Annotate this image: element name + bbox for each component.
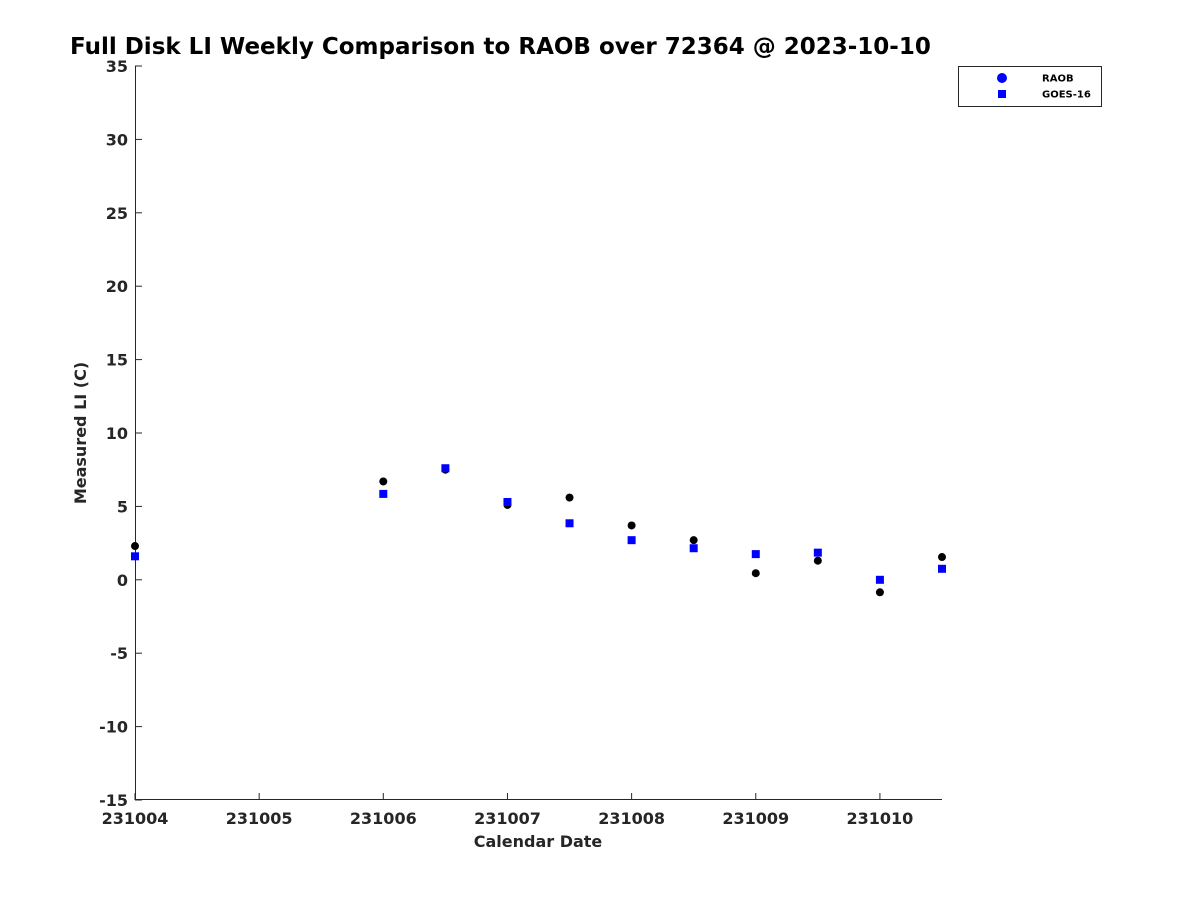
raob-point bbox=[938, 553, 946, 562]
plot-frame bbox=[135, 66, 942, 800]
legend: RAOB GOES-16 bbox=[958, 66, 1102, 107]
x-axis-label: Calendar Date bbox=[474, 832, 603, 851]
x-tick-label: 231010 bbox=[847, 809, 914, 828]
goes16-point bbox=[379, 489, 388, 498]
raob-point bbox=[751, 569, 760, 578]
y-tick-label: -5 bbox=[110, 644, 128, 663]
y-tick-label: -15 bbox=[99, 791, 128, 810]
goes16-point bbox=[503, 497, 512, 506]
x-tick-label: 231005 bbox=[226, 809, 293, 828]
goes16-point bbox=[689, 544, 698, 553]
legend-box bbox=[958, 66, 1102, 107]
legend-goes16-marker bbox=[998, 90, 1006, 98]
raob-point bbox=[565, 493, 574, 502]
y-tick-label: 30 bbox=[106, 130, 128, 149]
legend-goes16-label: GOES-16 bbox=[1042, 90, 1091, 101]
goes16-point bbox=[131, 552, 139, 561]
raob-point bbox=[813, 556, 822, 565]
goes16-point bbox=[441, 464, 450, 473]
y-tick-label: -10 bbox=[99, 718, 128, 737]
raob-point bbox=[875, 588, 884, 597]
goes16-point bbox=[813, 548, 822, 557]
y-tick-label: 25 bbox=[106, 204, 128, 223]
y-tick-label: 15 bbox=[106, 351, 128, 370]
raob-point bbox=[131, 542, 139, 551]
legend-raob-marker bbox=[997, 73, 1007, 83]
legend-raob-label: RAOB bbox=[1042, 74, 1074, 85]
goes16-point bbox=[565, 519, 574, 528]
raob-point bbox=[379, 477, 388, 486]
x-tick-label: 231006 bbox=[350, 809, 417, 828]
x-tick-label: 231004 bbox=[102, 809, 169, 828]
data-points bbox=[131, 464, 946, 597]
goes16-point bbox=[751, 550, 760, 559]
y-axis-ticks: 35 30 25 20 15 10 5 0 -5 -10 -15 bbox=[99, 57, 142, 810]
x-tick-label: 231007 bbox=[474, 809, 541, 828]
y-tick-label: 0 bbox=[117, 571, 128, 590]
x-tick-label: 231009 bbox=[722, 809, 789, 828]
goes16-point bbox=[627, 536, 636, 545]
y-tick-label: 10 bbox=[106, 424, 128, 443]
y-tick-label: 5 bbox=[117, 497, 128, 516]
y-tick-label: 20 bbox=[106, 277, 128, 296]
goes16-point bbox=[875, 575, 884, 584]
chart-title: Full Disk LI Weekly Comparison to RAOB o… bbox=[70, 34, 931, 60]
y-axis-label: Measured LI (C) bbox=[71, 362, 90, 504]
goes16-point bbox=[938, 564, 946, 573]
y-tick-label: 35 bbox=[106, 57, 128, 76]
raob-point bbox=[627, 521, 636, 530]
raob-point bbox=[689, 536, 698, 545]
x-axis-ticks: 231004 231005 231006 231007 231008 231009 2310… bbox=[102, 793, 914, 828]
x-tick-label: 231008 bbox=[598, 809, 665, 828]
